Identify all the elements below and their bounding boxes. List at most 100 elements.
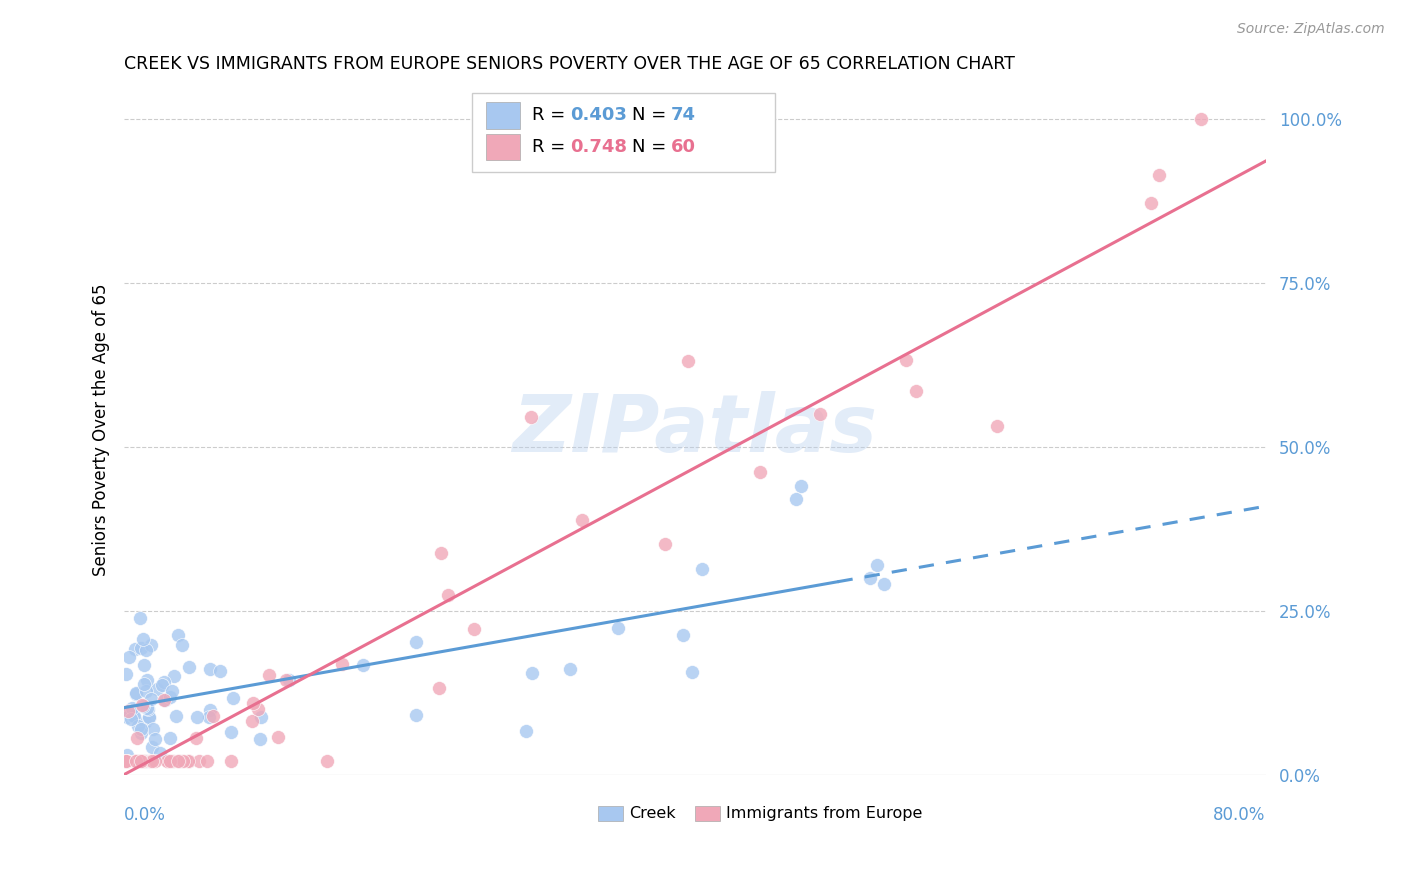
FancyBboxPatch shape xyxy=(695,806,720,822)
Point xyxy=(139,639,162,653)
Point xyxy=(124,641,146,656)
Point xyxy=(1147,169,1170,183)
Point xyxy=(139,755,162,769)
Point xyxy=(654,537,676,551)
Point xyxy=(142,722,165,736)
Point xyxy=(114,755,136,769)
Point xyxy=(131,698,153,712)
Point xyxy=(128,755,150,769)
Point xyxy=(257,668,280,682)
Point xyxy=(125,687,148,701)
Point xyxy=(672,627,695,641)
Point xyxy=(125,686,148,700)
Point xyxy=(159,731,181,746)
Point xyxy=(172,755,194,769)
Point xyxy=(1140,196,1163,211)
Point xyxy=(571,513,593,527)
Point xyxy=(136,701,159,715)
Point xyxy=(129,726,152,740)
Point xyxy=(115,748,138,763)
Point xyxy=(129,611,152,625)
Point xyxy=(121,708,143,723)
Point xyxy=(141,739,163,754)
Point xyxy=(138,711,160,725)
Point xyxy=(115,710,138,724)
Point xyxy=(138,710,160,724)
Point xyxy=(152,675,174,690)
Point xyxy=(135,755,157,769)
Point xyxy=(179,659,201,673)
FancyBboxPatch shape xyxy=(486,103,520,128)
Point xyxy=(121,701,143,715)
Point xyxy=(115,706,138,720)
Point xyxy=(117,704,139,718)
Point xyxy=(114,666,136,681)
Point xyxy=(249,732,271,747)
Point xyxy=(156,755,179,769)
Point xyxy=(894,353,917,368)
Point xyxy=(790,479,813,493)
Point xyxy=(219,725,242,739)
Point xyxy=(558,662,581,676)
Point xyxy=(274,673,297,688)
Point xyxy=(118,650,141,665)
Point xyxy=(607,621,630,635)
Point xyxy=(219,755,242,769)
FancyBboxPatch shape xyxy=(486,134,520,161)
Point xyxy=(405,708,427,723)
Point xyxy=(808,407,831,421)
Point xyxy=(676,354,699,368)
Point xyxy=(141,755,163,769)
Point xyxy=(132,677,155,691)
Text: Immigrants from Europe: Immigrants from Europe xyxy=(725,806,922,822)
Text: 74: 74 xyxy=(671,106,696,124)
Text: 60: 60 xyxy=(671,138,696,156)
Text: N =: N = xyxy=(633,138,672,156)
Point xyxy=(278,673,301,688)
Point xyxy=(198,662,221,676)
Point xyxy=(681,665,703,679)
Point xyxy=(1189,112,1212,126)
Point xyxy=(114,755,136,769)
Point xyxy=(129,755,152,769)
Point xyxy=(197,755,219,769)
Point xyxy=(115,755,138,769)
FancyBboxPatch shape xyxy=(598,806,623,822)
Point xyxy=(128,755,150,769)
Y-axis label: Seniors Poverty Over the Age of 65: Seniors Poverty Over the Age of 65 xyxy=(93,284,110,576)
Point xyxy=(172,638,194,652)
Point xyxy=(352,658,374,673)
Text: Creek: Creek xyxy=(628,806,675,822)
Point xyxy=(177,755,200,769)
Point xyxy=(749,465,772,479)
Point xyxy=(162,684,184,698)
Point xyxy=(120,713,142,727)
Text: 0.403: 0.403 xyxy=(571,106,627,124)
Point xyxy=(143,755,166,769)
Point xyxy=(246,701,269,715)
Point xyxy=(267,730,290,744)
Point xyxy=(125,731,148,746)
Point xyxy=(250,710,273,724)
Point xyxy=(866,558,889,572)
Point xyxy=(437,588,460,602)
Point xyxy=(153,693,176,707)
Point xyxy=(242,696,264,710)
Text: 80.0%: 80.0% xyxy=(1213,805,1265,823)
Point xyxy=(515,724,537,739)
Point xyxy=(149,746,172,760)
Point xyxy=(316,755,339,769)
Point xyxy=(184,731,207,746)
Point xyxy=(135,684,157,698)
Text: Source: ZipAtlas.com: Source: ZipAtlas.com xyxy=(1237,22,1385,37)
Point xyxy=(139,691,162,706)
Point xyxy=(131,640,153,655)
Point xyxy=(159,755,181,769)
Point xyxy=(136,702,159,716)
Point xyxy=(135,643,157,657)
Point xyxy=(240,714,263,728)
Point xyxy=(177,755,200,769)
Point xyxy=(166,755,188,769)
Point xyxy=(143,732,166,747)
Point xyxy=(873,577,896,591)
